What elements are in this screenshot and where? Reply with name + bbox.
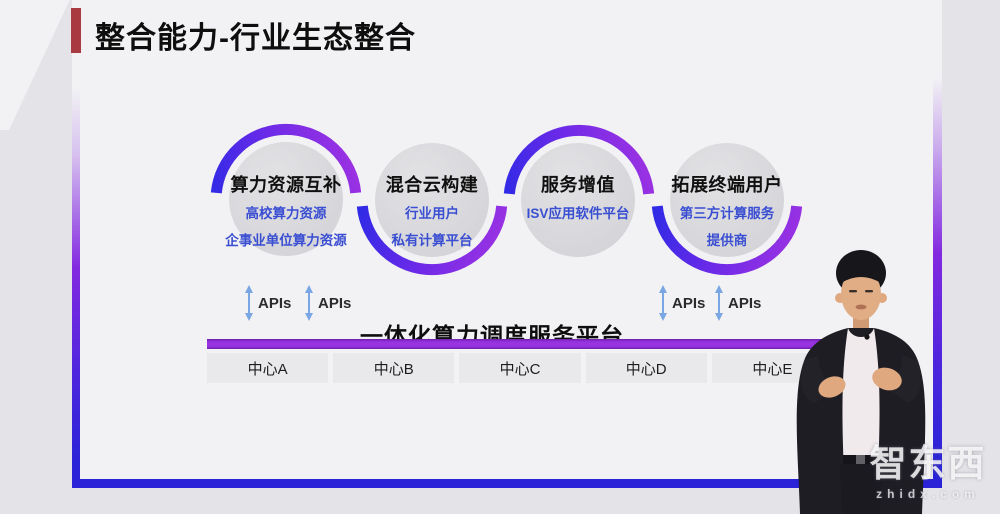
step-2-title: 混合云构建 <box>385 175 479 195</box>
lavalier-mic <box>864 334 870 340</box>
step-1-item: 高校算力资源 <box>245 206 327 221</box>
presenter-mouth <box>855 304 867 310</box>
watermark: 智东西 zhidx.com <box>858 443 998 501</box>
api-label: APIs <box>258 294 292 312</box>
slide-border-left <box>72 0 80 488</box>
presenter-person <box>796 250 926 514</box>
api-label: APIs <box>318 294 352 312</box>
slide-border-right <box>933 0 942 488</box>
presenter-face <box>841 268 881 320</box>
presenter-right-hand <box>872 367 902 391</box>
background-highlight <box>0 0 72 130</box>
step-3: 服务增值 ISV应用软件平台 <box>498 171 658 224</box>
step-4-item: 提供商 <box>706 232 748 248</box>
step-1-title: 算力资源互补 <box>230 175 342 195</box>
belt-buckle <box>856 455 865 464</box>
zhidx-url: zhidx.com <box>876 486 980 501</box>
presenter-left-hand <box>818 376 846 398</box>
presenter-eye <box>849 290 857 293</box>
page-title: 整合能力-行业生态整合 <box>95 22 416 55</box>
step-4: 拓展终端用户 第三方计算服务 提供商 <box>647 171 807 250</box>
centers-row: 中心A 中心B 中心C 中心D 中心E <box>207 353 834 383</box>
center-box-b: 中心B <box>333 353 455 383</box>
presenter-eye <box>865 290 873 293</box>
step-2: 混合云构建 行业用户 私有计算平台 <box>352 171 512 250</box>
step-4-title: 拓展终端用户 <box>671 175 783 195</box>
api-connector-3: APIs <box>658 284 705 322</box>
presenter-right-sleeve <box>888 355 921 403</box>
slide-border-bottom <box>72 479 942 488</box>
step-3-item: ISV应用软件平台 <box>526 206 630 221</box>
platform-bar <box>207 339 833 349</box>
api-connector-4: APIs <box>714 284 761 322</box>
api-connector-2: APIs <box>304 284 351 322</box>
double-arrow-icon <box>715 285 723 321</box>
step-1-item: 企事业单位算力资源 <box>225 232 347 248</box>
step-2-item: 行业用户 <box>405 206 459 221</box>
step-4-item: 第三方计算服务 <box>679 206 775 221</box>
step-1: 算力资源互补 高校算力资源 企事业单位算力资源 <box>206 171 366 250</box>
api-label: APIs <box>728 294 762 312</box>
title-accent-bar <box>71 8 81 53</box>
double-arrow-icon <box>305 285 313 321</box>
presenter-trousers <box>840 464 882 514</box>
step-2-item: 私有计算平台 <box>391 232 473 248</box>
zhidx-logo: 智东西 <box>869 443 987 484</box>
presenter-fringe <box>841 266 881 283</box>
center-box-a: 中心A <box>207 353 329 383</box>
double-arrow-icon <box>245 285 253 321</box>
step-3-title: 服务增值 <box>541 175 615 195</box>
center-box-d: 中心D <box>585 353 707 383</box>
api-label: APIs <box>672 294 706 312</box>
api-connector-1: APIs <box>244 284 291 322</box>
double-arrow-icon <box>659 285 667 321</box>
center-box-c: 中心C <box>459 353 581 383</box>
